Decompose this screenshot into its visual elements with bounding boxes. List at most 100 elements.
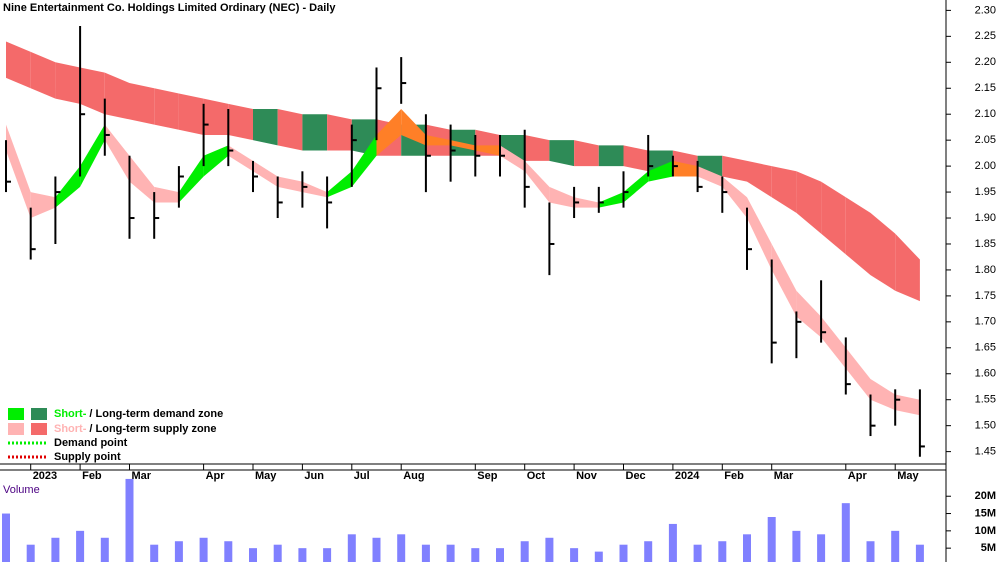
short-term-zone [697, 166, 723, 187]
volume-bar [644, 541, 653, 562]
short-term-zone [425, 134, 451, 146]
short-term-zone [598, 192, 624, 208]
short-term-zone [327, 171, 352, 198]
y-tick-label: 1.65 [975, 342, 996, 354]
y-tick-label: 1.50 [975, 420, 996, 432]
x-tick-label: Dec [626, 470, 646, 482]
y-tick-label: 2.10 [975, 108, 996, 120]
long-term-zone [796, 171, 822, 234]
volume-bar [891, 530, 900, 562]
volume-bar [347, 534, 356, 562]
volume-bar [199, 537, 208, 562]
long-term-zone [277, 109, 303, 151]
volume-bar [915, 544, 924, 562]
volume-bar [594, 551, 603, 562]
short-term-zone [6, 124, 31, 219]
short-term-zone [747, 197, 772, 270]
volume-bar [298, 548, 307, 562]
long-term-zone [55, 62, 81, 104]
short-term-zone [129, 155, 155, 203]
short-term-zone [30, 192, 56, 219]
long-term-zone [104, 72, 130, 120]
x-tick-label: Feb [82, 470, 102, 482]
short-term-zone [895, 394, 920, 416]
x-tick-label: May [897, 470, 919, 482]
short-term-zone [845, 347, 871, 400]
volume-bar [397, 534, 406, 562]
volume-bar [496, 548, 504, 562]
short-term-zone [672, 160, 698, 177]
x-tick-label: Jul [354, 470, 370, 482]
long-term-zone [80, 67, 105, 115]
legend-short: Short- [54, 423, 87, 435]
short-term-zone [574, 197, 599, 208]
volume-bar [817, 534, 826, 562]
legend-short: Short- [54, 408, 87, 420]
long-term-zone [870, 212, 896, 291]
y-tick-label: 2.30 [975, 4, 996, 16]
volume-bar [224, 541, 233, 562]
x-tick-label: Sep [477, 470, 497, 482]
short-term-zone [475, 145, 500, 156]
long-term-zone [845, 197, 871, 276]
long-term-zone [598, 145, 624, 167]
volume-bar [668, 523, 677, 562]
short-term-zone [376, 109, 402, 156]
volume-tick-label: 20M [975, 490, 996, 502]
short-term-zone [154, 186, 179, 203]
volume-label: Volume [3, 484, 40, 496]
y-tick-label: 2.00 [975, 160, 996, 172]
legend-swatch [31, 423, 47, 435]
short-term-zone [722, 176, 747, 219]
legend-label: Demand point [54, 437, 128, 449]
long-term-zone [30, 51, 56, 99]
long-term-zone [524, 134, 550, 161]
legend-swatch [8, 408, 24, 420]
x-tick-label: 2023 [33, 470, 57, 482]
volume-bar [866, 541, 875, 562]
long-term-zone [253, 109, 278, 146]
long-term-zone [623, 145, 649, 172]
y-tick-label: 2.05 [975, 134, 996, 146]
volume-bar [323, 548, 332, 562]
y-tick-label: 1.45 [975, 446, 996, 458]
volume-bar [841, 503, 850, 562]
x-tick-label: Jun [304, 470, 324, 482]
volume-bar [273, 544, 282, 562]
long-term-zone [747, 160, 772, 198]
y-tick-label: 1.75 [975, 290, 996, 302]
short-term-zone [796, 290, 822, 338]
volume-bar [125, 478, 134, 562]
x-tick-label: Feb [724, 470, 744, 482]
volume-bar [446, 544, 455, 562]
x-tick-label: Mar [774, 470, 794, 482]
long-term-zone [203, 98, 229, 135]
long-term-zone [228, 103, 253, 141]
volume-bar [743, 534, 751, 562]
short-term-zone [870, 378, 896, 411]
volume-bar [51, 537, 60, 562]
short-term-zone [524, 160, 550, 203]
volume-bar [570, 548, 579, 562]
y-tick-label: 1.95 [975, 186, 996, 198]
long-term-zone [178, 93, 204, 135]
short-term-zone [401, 109, 426, 146]
short-term-zone [104, 124, 130, 182]
volume-bar [76, 530, 85, 562]
short-term-zone [302, 181, 328, 198]
volume-tick-label: 10M [975, 525, 996, 537]
bands [6, 41, 920, 416]
short-term-zone [178, 155, 204, 203]
volume-tick-label: 5M [981, 542, 996, 554]
volume-bar [26, 544, 35, 562]
legend-label: Short- / Long-term demand zone [54, 408, 223, 420]
long-term-zone [895, 233, 920, 302]
y-tick-label: 1.60 [975, 368, 996, 380]
volume-tick-label: 15M [975, 507, 996, 519]
y-tick-label: 1.85 [975, 238, 996, 250]
x-tick-label: Aug [403, 470, 424, 482]
long-term-zone [450, 129, 476, 156]
y-tick-label: 2.25 [975, 30, 996, 42]
